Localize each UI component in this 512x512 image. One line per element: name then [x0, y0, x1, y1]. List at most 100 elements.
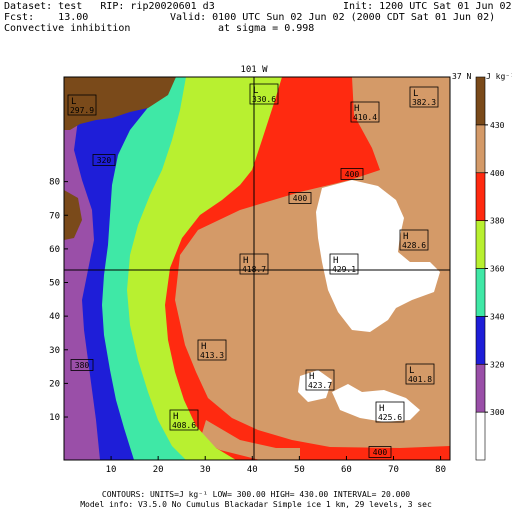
map-frame	[63, 76, 451, 461]
contour-label-box	[288, 192, 312, 204]
colorbar-swatch	[475, 411, 486, 461]
contour-label-box	[249, 83, 279, 105]
x-tick-label: 60	[341, 465, 352, 475]
x-axis-ticks: 10 20 30 40 50 60 70 80	[106, 456, 446, 475]
y-tick-label: 20	[49, 379, 60, 389]
footer-model-info: Model info: V3.5.0 No Cumulus Blackadar …	[80, 500, 432, 509]
contour-label-box	[329, 253, 359, 275]
x-tick-label: 80	[435, 465, 446, 475]
footer-contours: CONTOURS: UNITS=J kg⁻¹ LOW= 300.00 HIGH=…	[102, 490, 410, 499]
contour-300-northeast	[316, 180, 440, 332]
extremum-symbol: H	[201, 342, 206, 352]
extremum-value: 428.6	[402, 241, 426, 250]
contour-low-nw	[64, 77, 176, 130]
colorbar-swatch	[475, 172, 486, 221]
extremum-symbol: H	[243, 256, 248, 266]
x-tick-label: 30	[200, 465, 211, 475]
colorbar-tick-label: 400	[490, 169, 505, 178]
contour-value: 380	[75, 361, 90, 370]
extremum-symbol: L	[413, 89, 418, 99]
contour-label-box	[239, 253, 269, 275]
contour-label-box	[375, 401, 405, 423]
extremum-value: 408.6	[172, 421, 196, 430]
header-line3-right: at sigma = 0.998	[218, 23, 315, 34]
y-tick-label: 30	[49, 346, 60, 356]
colorbar-swatch	[475, 76, 486, 126]
contour-label-box	[405, 363, 435, 385]
contour-label-box	[368, 446, 392, 458]
y-tick-label: 60	[49, 245, 60, 255]
contour-label-box	[169, 409, 199, 431]
contour-320	[64, 77, 120, 460]
y-tick-label: 70	[49, 211, 60, 221]
colorbar-tick-label: 360	[490, 265, 505, 274]
contour-value: 400	[345, 170, 360, 179]
colorbar-tick-label: 320	[490, 360, 505, 369]
top-meridian-label: 101 W	[240, 65, 268, 75]
colorbar-unit: J kg⁻¹	[486, 72, 512, 81]
extremum-symbol: H	[354, 104, 359, 114]
y-tick-label: 40	[49, 312, 60, 322]
extremum-value: 429.1	[332, 265, 356, 274]
contour-low-west	[64, 190, 82, 240]
x-tick-label: 40	[247, 465, 258, 475]
extremum-symbol: L	[409, 366, 414, 376]
colorbar-tick-label: 380	[490, 217, 505, 226]
y-tick-label: 50	[49, 279, 60, 289]
x-tick-label: 70	[388, 465, 399, 475]
colorbar-swatch	[475, 363, 486, 413]
x-tick-label: 20	[153, 465, 164, 475]
contour-label-box	[350, 101, 380, 123]
colorbar-swatch	[475, 316, 486, 365]
extremum-symbol: H	[333, 256, 338, 266]
extremum-value: 425.6	[378, 413, 402, 422]
extremum-symbol: H	[309, 372, 314, 382]
y-axis-ticks: 10 20 30 40 50 60 70 80	[49, 178, 68, 423]
contour-label-box	[92, 154, 116, 166]
contour-label-box	[340, 168, 364, 180]
extremum-value: 382.3	[412, 98, 436, 107]
extremum-symbol: H	[403, 232, 408, 242]
header-line3-left: Convective inhibition	[4, 23, 131, 34]
contour-value: 400	[293, 194, 308, 203]
contour-labels: L297.9L330.6H410.4L382.3320400400H428.6H…	[67, 83, 439, 458]
extremum-value: 401.8	[408, 375, 432, 384]
colorbar-tick-label: 340	[490, 312, 505, 321]
x-tick-label: 50	[294, 465, 305, 475]
extremum-symbol: L	[253, 86, 258, 96]
contour-300-south-center	[298, 370, 332, 402]
extremum-symbol: L	[71, 97, 76, 107]
extremum-value: 410.4	[353, 113, 377, 122]
contour-label-box	[67, 94, 97, 116]
top-parallel-label: 37 N	[452, 72, 471, 81]
filled-contours	[64, 77, 450, 460]
extremum-value: 418.7	[242, 265, 266, 274]
y-tick-label: 80	[49, 178, 60, 188]
contour-label-box	[197, 339, 227, 361]
extremum-symbol: H	[173, 412, 178, 422]
colorbar-swatch	[475, 124, 486, 174]
contour-label-box	[399, 229, 429, 251]
colorbar-swatch	[475, 268, 486, 317]
contour-430-lobe	[200, 420, 300, 460]
contour-label-box	[409, 86, 439, 108]
header-line2-left: Fcst: 13.00	[4, 12, 89, 23]
extremum-value: 423.7	[308, 381, 332, 390]
header-line1-right: Init: 1200 UTC Sat 01 Jun 02	[343, 1, 512, 12]
x-tick-label: 10	[106, 465, 117, 475]
colorbar-tick-label: 430	[490, 121, 505, 130]
colorbar: J kg⁻¹ 300 320 340 360 380 400 430	[475, 72, 512, 461]
contour-value: 400	[373, 448, 388, 457]
extremum-value: 297.9	[70, 106, 94, 115]
header-line2-right: Valid: 0100 UTC Sun 02 Jun 02 (2000 CDT …	[170, 12, 496, 23]
header-line1-left: Dataset: test RIP: rip20020601 d3	[4, 1, 215, 12]
colorbar-tick-label: 300	[490, 408, 505, 417]
colorbar-swatch	[475, 220, 486, 269]
contour-value: 320	[97, 156, 112, 165]
contour-label-box	[70, 359, 94, 371]
extremum-value: 413.3	[200, 351, 224, 360]
extremum-symbol: H	[379, 404, 384, 414]
y-tick-label: 10	[49, 413, 60, 423]
contour-label-box	[305, 369, 335, 391]
